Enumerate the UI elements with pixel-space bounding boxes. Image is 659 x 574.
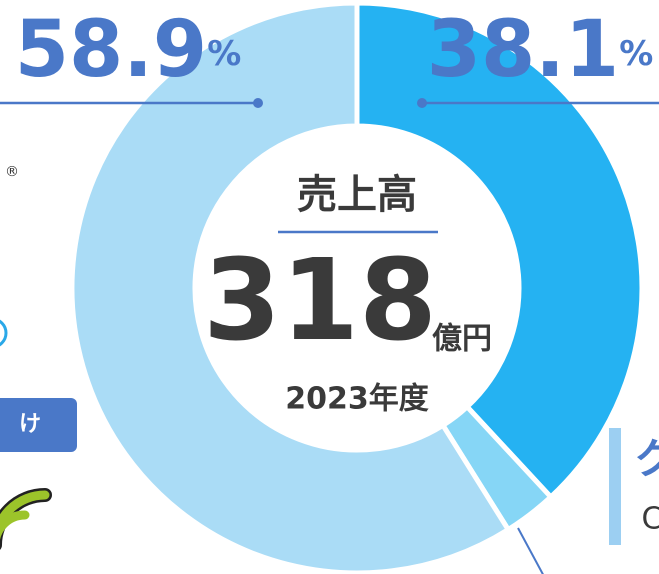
- annotation: け: [19, 412, 41, 437]
- button[interactable]: [0, 398, 77, 452]
- wifi-icon: [0, 488, 52, 550]
- value-label: 38.1%: [427, 5, 654, 95]
- icon-circle: [0, 319, 8, 347]
- center-period: 2023年度: [285, 382, 429, 417]
- label-dot: [253, 98, 263, 108]
- center-title: 売上高: [297, 172, 417, 218]
- value-label: 58.9%: [15, 5, 242, 95]
- donut-slice: [69, 0, 512, 574]
- center-unit: 億円: [432, 322, 492, 357]
- donut-slice: [354, 0, 645, 501]
- label-dot: [417, 98, 427, 108]
- annotation: ク: [634, 435, 659, 484]
- annotation: ®: [5, 164, 19, 180]
- accent-bar: [609, 428, 621, 545]
- center-value: 318: [203, 236, 437, 366]
- annotation: C: [642, 502, 659, 537]
- leader-line: [517, 527, 544, 574]
